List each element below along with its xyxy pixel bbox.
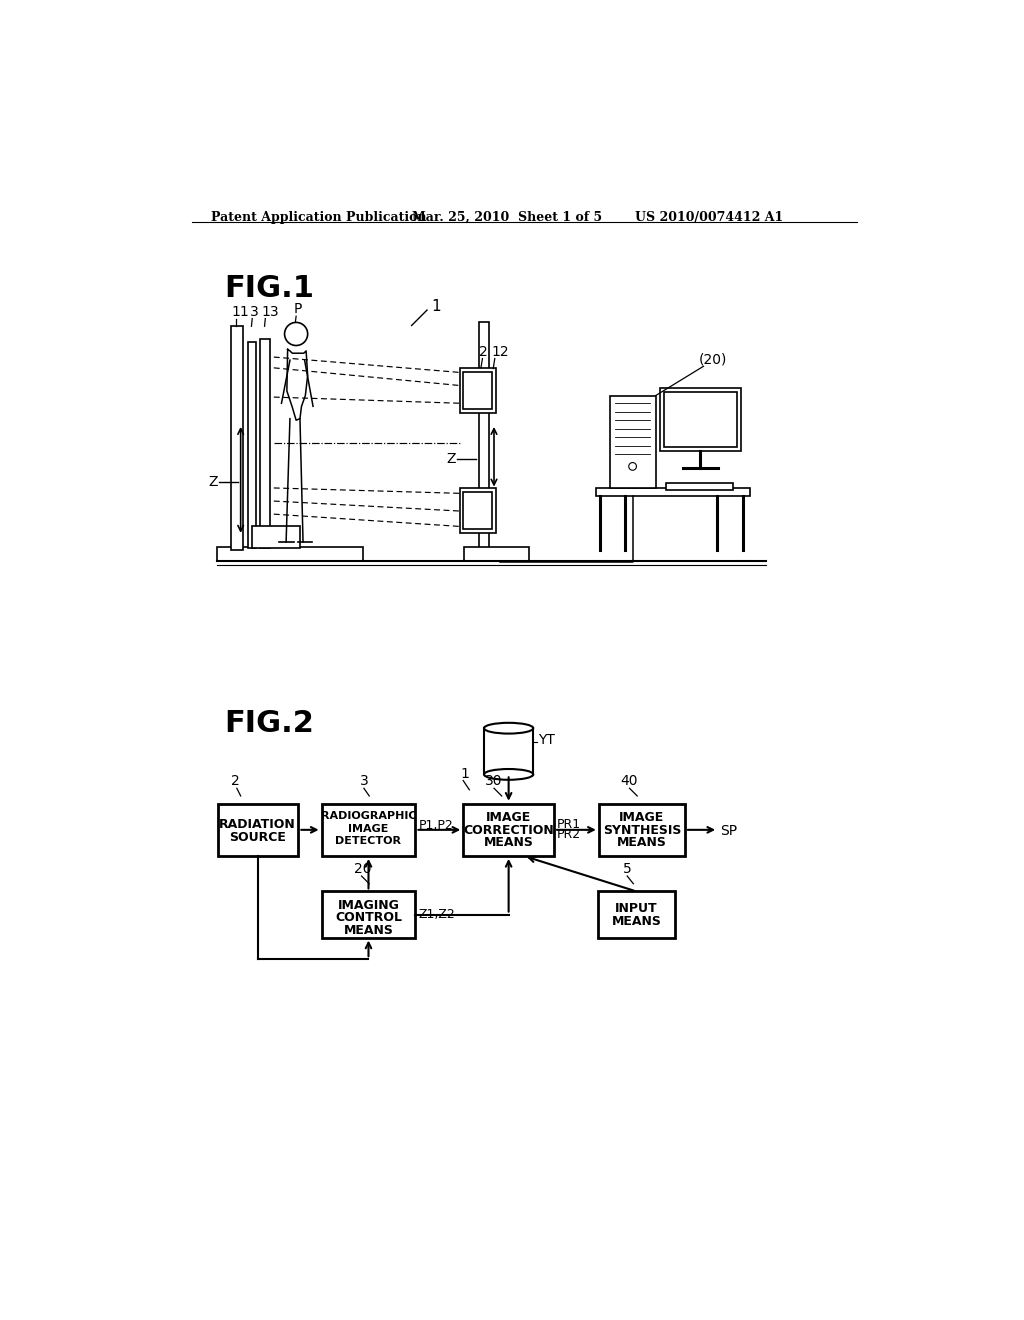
- Bar: [252, 527, 300, 548]
- Text: IMAGING: IMAGING: [338, 899, 399, 912]
- Bar: [460, 488, 497, 533]
- Text: (20): (20): [698, 352, 727, 367]
- Text: IMAGE: IMAGE: [348, 824, 389, 834]
- Text: 12: 12: [492, 345, 509, 359]
- Text: Patent Application Publication: Patent Application Publication: [211, 211, 427, 224]
- Text: MEANS: MEANS: [611, 915, 662, 928]
- Text: RADIOGRAPHIC: RADIOGRAPHIC: [321, 812, 416, 821]
- Text: SOURCE: SOURCE: [229, 832, 286, 845]
- Bar: [599, 804, 685, 857]
- Bar: [464, 548, 528, 561]
- Text: RADIATION: RADIATION: [219, 817, 296, 830]
- Text: PR2: PR2: [557, 829, 582, 841]
- Text: IMAGE: IMAGE: [486, 812, 531, 825]
- Text: 2: 2: [231, 775, 241, 788]
- Text: IMAGE: IMAGE: [620, 812, 665, 825]
- Bar: [322, 804, 416, 857]
- Bar: [230, 326, 243, 549]
- Text: Z: Z: [208, 475, 217, 488]
- Bar: [478, 322, 488, 549]
- Bar: [217, 804, 298, 857]
- Bar: [260, 339, 270, 548]
- Bar: [609, 396, 655, 488]
- Text: FIG.1: FIG.1: [224, 275, 314, 302]
- Text: Z1,Z2: Z1,Z2: [419, 908, 456, 921]
- Text: DETECTOR: DETECTOR: [336, 836, 401, 846]
- Bar: [217, 548, 364, 561]
- Text: FIG.2: FIG.2: [224, 709, 314, 738]
- Bar: [463, 372, 493, 409]
- Text: SYNTHESIS: SYNTHESIS: [603, 824, 681, 837]
- Text: MEANS: MEANS: [344, 924, 393, 937]
- Text: 2: 2: [479, 345, 488, 359]
- Text: YT: YT: [538, 733, 555, 747]
- Text: Mar. 25, 2010  Sheet 1 of 5: Mar. 25, 2010 Sheet 1 of 5: [412, 211, 602, 224]
- Bar: [660, 388, 741, 451]
- Text: 5: 5: [623, 862, 632, 876]
- Text: CORRECTION: CORRECTION: [463, 824, 554, 837]
- Text: PR1: PR1: [557, 817, 582, 830]
- Text: US 2010/0074412 A1: US 2010/0074412 A1: [635, 211, 783, 224]
- Text: 20: 20: [354, 862, 372, 876]
- Text: 11: 11: [231, 305, 249, 318]
- Text: 13: 13: [261, 305, 280, 318]
- Text: P: P: [294, 302, 302, 317]
- Bar: [322, 891, 416, 937]
- Ellipse shape: [484, 723, 534, 734]
- Bar: [463, 804, 554, 857]
- Text: 3: 3: [360, 775, 369, 788]
- Text: CONTROL: CONTROL: [335, 911, 402, 924]
- Text: Z: Z: [446, 451, 456, 466]
- Bar: [665, 392, 737, 447]
- Text: 3: 3: [250, 305, 259, 318]
- Text: 1: 1: [431, 300, 440, 314]
- Text: INPUT: INPUT: [615, 903, 657, 915]
- Text: 1: 1: [460, 767, 469, 780]
- Ellipse shape: [484, 770, 534, 780]
- Text: P1,P2: P1,P2: [419, 818, 454, 832]
- Circle shape: [629, 462, 637, 470]
- Bar: [249, 342, 256, 548]
- Text: 40: 40: [621, 775, 638, 788]
- Text: MEANS: MEANS: [483, 836, 534, 849]
- Bar: [460, 368, 497, 412]
- Bar: [596, 488, 751, 496]
- Text: SP: SP: [720, 824, 737, 838]
- Bar: [666, 483, 733, 490]
- Text: 30: 30: [484, 775, 502, 788]
- Bar: [598, 891, 675, 937]
- Bar: [463, 492, 493, 529]
- Text: MEANS: MEANS: [616, 836, 667, 849]
- Circle shape: [285, 322, 307, 346]
